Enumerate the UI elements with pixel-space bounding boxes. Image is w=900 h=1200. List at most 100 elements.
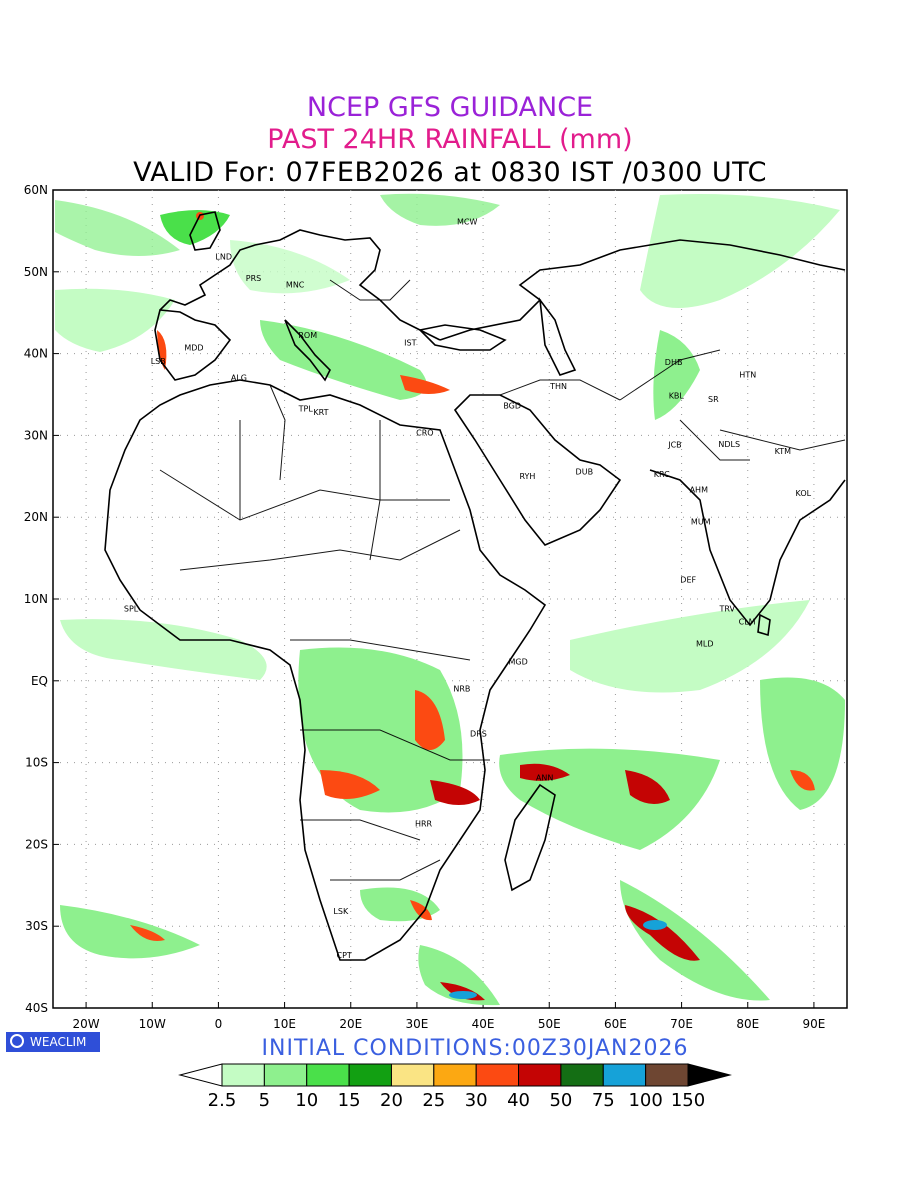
lon-tick-label: 50E	[538, 1017, 561, 1031]
coast-uk	[189, 211, 221, 251]
station-label-prs: PRS	[246, 274, 261, 283]
colorbar-swatch	[602, 1063, 647, 1087]
station-label-lnd: LND	[215, 253, 232, 262]
colorbar-swatch	[348, 1063, 392, 1087]
lat-tick-label: EQ	[31, 674, 48, 688]
colorbar-swatch	[221, 1063, 265, 1087]
colorbar-label: 10	[295, 1090, 318, 1111]
colorbar-label: 5	[259, 1090, 270, 1111]
lat-tick-label: 40S	[25, 1001, 48, 1015]
border-pakistan	[679, 419, 750, 461]
rain-area-indian-ocean-core	[625, 770, 670, 804]
rain-area-equatorial-band	[570, 600, 810, 693]
coast-sri-lanka	[757, 613, 771, 637]
station-label-cpt: CPT	[336, 951, 351, 960]
border-sudan	[369, 420, 381, 561]
lat-tick-label: 30S	[25, 919, 48, 933]
border-afghanistan	[619, 349, 721, 401]
title-variable: PAST 24HR RAINFALL (mm)	[267, 124, 633, 155]
lat-tick-label: 30N	[24, 428, 48, 442]
rain-area-south-atlantic	[60, 905, 200, 959]
rain-area-west-africa	[60, 619, 267, 680]
rain-area-iberia-core	[157, 330, 167, 370]
lon-tick-label: 90E	[802, 1017, 825, 1031]
rain-area-east-ocean-core	[790, 770, 815, 791]
logo-text: WEACLIM	[30, 1035, 87, 1049]
station-label-ryh: RYH	[519, 472, 535, 481]
station-label-htn: HTN	[739, 370, 756, 379]
station-label-dhb: DHB	[665, 358, 683, 367]
colorbar-swatch	[263, 1063, 308, 1087]
border-chad	[269, 384, 286, 481]
coast-iberia	[154, 309, 232, 381]
rain-area-madagascar-ne	[520, 763, 570, 781]
rain-area-south-of-africa	[418, 945, 500, 1006]
station-label-kol: KOL	[796, 489, 812, 498]
rainfall-areas	[55, 193, 845, 1006]
station-label-lsb: LSB	[151, 357, 166, 366]
colorbar-label: 150	[671, 1090, 705, 1111]
lat-tick-label: 60N	[24, 183, 48, 197]
rain-area-east-ocean	[760, 677, 845, 810]
rain-area-europe-central	[230, 240, 350, 294]
station-label-jcb: JCB	[667, 441, 681, 450]
lat-tick-label: 10S	[25, 756, 48, 770]
coast-europe	[159, 229, 441, 341]
lat-tick-label: 40N	[24, 347, 48, 361]
axis-labels: 60N 50N 40N 30N 20N 10N EQ 10S 20S 30S 40S 20W 10W 0 1…	[24, 183, 826, 1031]
lon-tick-label: 10W	[139, 1017, 166, 1031]
rain-area-north-atlantic	[55, 200, 180, 256]
station-label-nrb: NRB	[453, 684, 470, 693]
station-label-tpl: TPL	[298, 405, 314, 414]
coast-arabia	[453, 394, 622, 546]
station-label-rom: ROM	[298, 331, 317, 340]
station-label-alg: ALG	[231, 374, 247, 383]
border-sahara	[159, 469, 450, 521]
station-label-clm: CLM	[739, 617, 756, 626]
rain-area-aegean	[400, 375, 450, 394]
colorbar-label: 75	[592, 1090, 615, 1111]
colorbar-swatch	[475, 1063, 520, 1087]
lon-tick-label: 40E	[472, 1017, 495, 1031]
coast-italy	[284, 319, 331, 382]
colorbar-label: 40	[507, 1090, 530, 1111]
lon-tick-label: 0	[215, 1017, 223, 1031]
colorbar-swatch	[433, 1063, 477, 1087]
station-label-kbl: KBL	[669, 392, 685, 401]
coastlines	[104, 211, 846, 961]
station-labels: MCW LND PRS MNC ROM IST MDD ALG LSB TPL KRT CRO BGD T…	[124, 217, 812, 960]
station-label-mld: MLD	[696, 639, 714, 648]
colorbar-swatch	[390, 1063, 435, 1087]
border-central-africa	[290, 639, 471, 661]
colorbar-label: 30	[465, 1090, 488, 1111]
rain-area-uk	[160, 210, 230, 245]
lon-tick-label: 10E	[273, 1017, 296, 1031]
graticule	[53, 189, 847, 1009]
colorbar-label: 100	[628, 1090, 662, 1111]
colorbar-swatch	[306, 1063, 350, 1087]
colorbar-swatch	[560, 1063, 604, 1087]
rain-cell-southern-ocean	[643, 920, 667, 930]
globe-icon	[10, 1034, 24, 1048]
rain-area-siberia	[640, 194, 840, 308]
station-label-ann: ANN	[536, 774, 553, 783]
station-label-mdd: MDD	[184, 343, 203, 352]
lon-tick-label: 30E	[405, 1017, 428, 1031]
colorbar-label: 15	[338, 1090, 361, 1111]
rain-area-southern-ocean-core	[625, 905, 700, 961]
rain-area-russia	[380, 193, 500, 226]
border-namibia	[300, 819, 421, 841]
station-label-lsk: LSK	[333, 907, 349, 916]
rain-area-southern-ocean	[620, 880, 770, 1001]
station-label-drs: DRS	[470, 729, 487, 738]
border-china-india	[719, 429, 846, 451]
lon-tick-label: 70E	[670, 1017, 693, 1031]
initial-conditions: INITIAL CONDITIONS:00Z30JAN2026	[261, 1036, 689, 1061]
colorbar-label: 25	[422, 1090, 445, 1111]
border-iran	[499, 379, 621, 401]
station-label-krt: KRT	[313, 408, 328, 417]
lon-tick-label: 80E	[736, 1017, 759, 1031]
lon-tick-label: 20W	[73, 1017, 100, 1031]
lon-tick-label: 20E	[339, 1017, 362, 1031]
